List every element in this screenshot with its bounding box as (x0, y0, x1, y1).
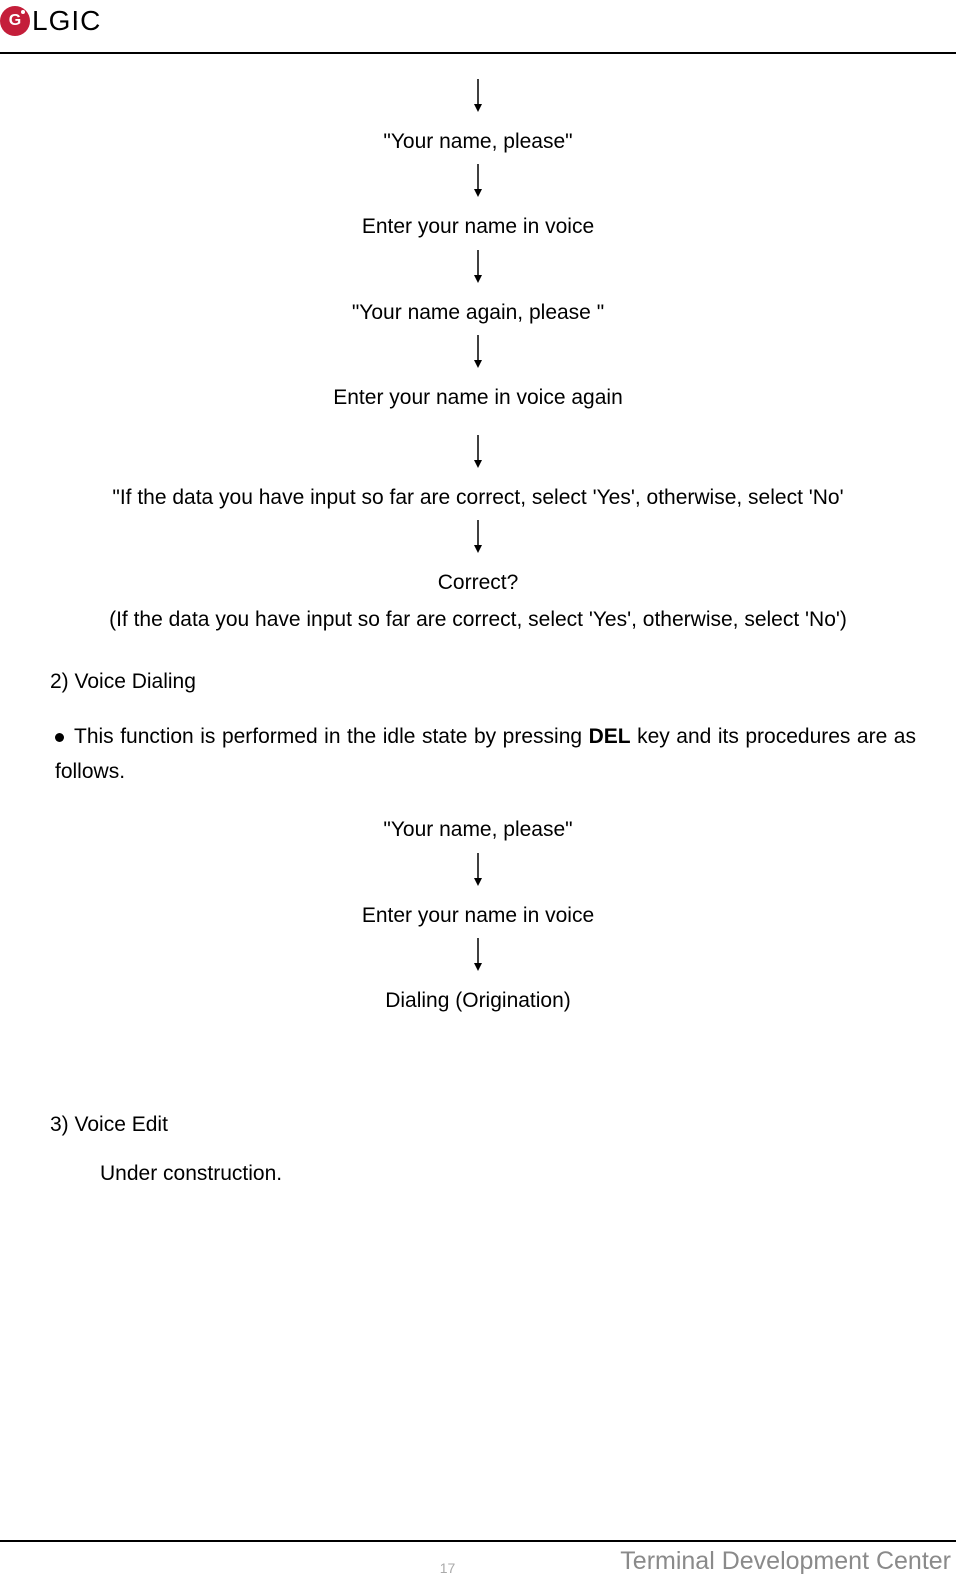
flow-step: Correct? (40, 568, 916, 597)
footer-divider (0, 1540, 956, 1542)
document-content: "Your name, please" Enter your name in v… (0, 79, 956, 1186)
flow-step: Enter your name in voice again (40, 383, 916, 412)
lg-logo-icon (0, 6, 30, 36)
down-arrow-icon (40, 853, 916, 893)
flow-step: "Your name, please" (40, 127, 916, 156)
flow-step: "Your name, please" (40, 815, 916, 844)
down-arrow-icon (40, 79, 916, 119)
down-arrow-icon (40, 164, 916, 204)
del-key-label: DEL (589, 725, 631, 748)
page-number: 17 (440, 1560, 456, 1576)
flow-step: Enter your name in voice (40, 901, 916, 930)
bullet-text-pre: This function is performed in the idle s… (74, 725, 589, 748)
under-construction-text: Under construction. (100, 1162, 916, 1186)
logo-text: LGIC (32, 5, 101, 37)
footer-text: Terminal Development Center (0, 1547, 956, 1576)
flow-step: Enter your name in voice (40, 212, 916, 241)
flow-step: "Your name again, please " (40, 298, 916, 327)
bullet-paragraph: This function is performed in the idle s… (55, 719, 916, 790)
down-arrow-icon (40, 938, 916, 978)
page-header: LGIC (0, 0, 956, 37)
section-heading-voice-dialing: 2) Voice Dialing (50, 670, 916, 694)
header-divider (0, 52, 956, 54)
section-heading-voice-edit: 3) Voice Edit (50, 1113, 916, 1137)
page-footer: 17 Terminal Development Center (0, 1540, 956, 1576)
down-arrow-icon (40, 435, 916, 475)
down-arrow-icon (40, 250, 916, 290)
down-arrow-icon (40, 520, 916, 560)
flow-step: Dialing (Origination) (40, 986, 916, 1015)
flow-step: "If the data you have input so far are c… (40, 483, 916, 512)
flow-step: (If the data you have input so far are c… (40, 605, 916, 634)
flow-section-1: "Your name, please" Enter your name in v… (40, 79, 916, 635)
bullet-icon (55, 733, 64, 742)
down-arrow-icon (40, 335, 916, 375)
flow-section-2: "Your name, please" Enter your name in v… (40, 815, 916, 1015)
